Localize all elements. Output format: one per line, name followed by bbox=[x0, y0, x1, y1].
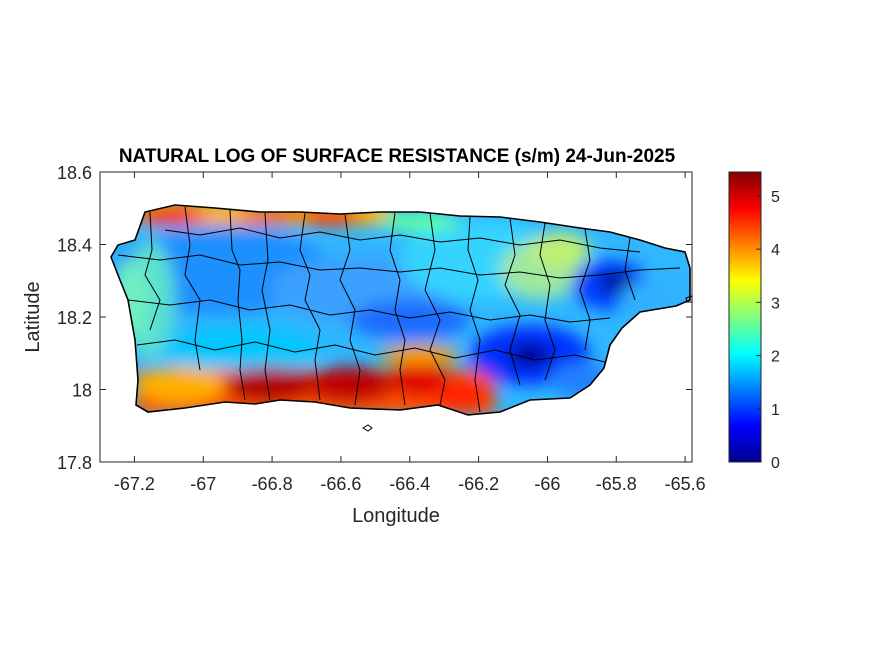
x-tick-label: -65.6 bbox=[665, 474, 706, 494]
x-axis: -67.2 -67 -66.8 -66.6 -66.4 -66.2 -66 -65.8 -65.… bbox=[114, 172, 706, 494]
colorbar-tick-label: 1 bbox=[771, 402, 780, 419]
x-axis-label: Longitude bbox=[352, 505, 440, 527]
island-outline bbox=[110, 204, 691, 416]
map-title: NATURAL LOG OF SURFACE RESISTANCE (s/m) … bbox=[119, 146, 676, 167]
colorbar-tick-label: 0 bbox=[771, 455, 780, 472]
colorbar-tick-label: 5 bbox=[771, 189, 780, 206]
colorbar-ticks: 0 1 2 3 4 5 bbox=[756, 189, 780, 472]
colorbar-tick-label: 2 bbox=[771, 349, 780, 366]
x-tick-label: -66.2 bbox=[458, 474, 499, 494]
x-tick-label: -65.8 bbox=[596, 474, 637, 494]
colorbar-tick-label: 4 bbox=[771, 242, 780, 259]
y-tick-label: 18.6 bbox=[57, 163, 92, 183]
x-tick-label: -66 bbox=[534, 474, 560, 494]
y-axis: 17.8 18 18.2 18.4 18.6 bbox=[57, 163, 692, 473]
islet-outline-east bbox=[685, 295, 693, 303]
x-tick-label: -66.4 bbox=[389, 474, 430, 494]
x-tick-label: -67 bbox=[190, 474, 216, 494]
x-tick-label: -66.8 bbox=[252, 474, 293, 494]
municipal-boundaries bbox=[117, 206, 681, 413]
y-tick-label: 18 bbox=[72, 381, 92, 401]
y-axis-label: Latitude bbox=[22, 281, 44, 352]
y-tick-label: 17.8 bbox=[57, 453, 92, 473]
y-tick-label: 18.4 bbox=[57, 236, 92, 256]
y-tick-label: 18.2 bbox=[57, 308, 92, 328]
x-tick-label: -67.2 bbox=[114, 474, 155, 494]
colorbar-tick-label: 3 bbox=[771, 295, 780, 312]
x-tick-label: -66.6 bbox=[320, 474, 361, 494]
colorbar bbox=[728, 171, 762, 463]
islet-outline bbox=[362, 424, 373, 432]
